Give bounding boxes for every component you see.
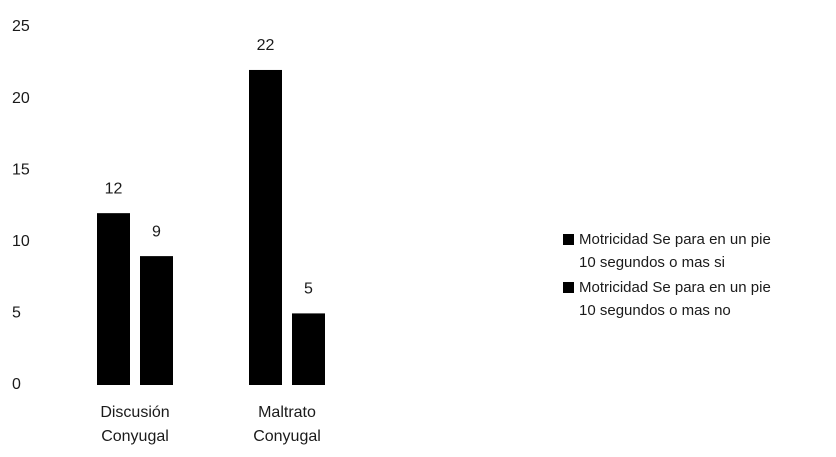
y-tick-label: 20 <box>12 90 30 107</box>
bar <box>97 213 130 385</box>
x-tick-label: Discusión Conyugal <box>100 404 170 445</box>
legend-item: Motricidad Se para en un pie 10 segundos… <box>563 228 779 274</box>
bar <box>292 313 325 385</box>
legend-item: Motricidad Se para en un pie 10 segundos… <box>563 276 779 322</box>
y-tick-label: 10 <box>12 233 30 250</box>
legend: Motricidad Se para en un pie 10 segundos… <box>563 228 779 324</box>
y-tick-label: 25 <box>12 18 30 35</box>
legend-label: Motricidad Se para en un pie 10 segundos… <box>579 231 771 271</box>
value-label: 9 <box>152 223 161 240</box>
legend-swatch <box>563 282 574 293</box>
y-tick-label: 0 <box>12 376 21 393</box>
value-label: 5 <box>304 281 313 298</box>
value-label: 12 <box>105 180 123 197</box>
bar <box>140 256 173 385</box>
bar <box>249 69 282 386</box>
value-label: 22 <box>257 37 275 54</box>
legend-label: Motricidad Se para en un pie 10 segundos… <box>579 279 771 319</box>
y-tick-label: 5 <box>12 305 21 322</box>
x-tick-label: Maltrato Conyugal <box>253 404 321 445</box>
y-tick-label: 15 <box>12 161 30 178</box>
legend-swatch <box>563 234 574 245</box>
